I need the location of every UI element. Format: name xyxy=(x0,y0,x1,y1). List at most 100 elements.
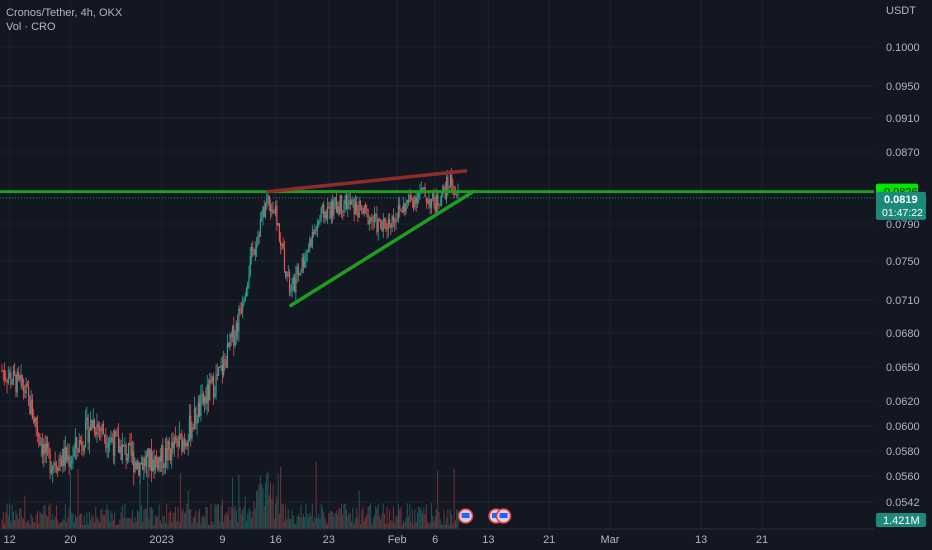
volume-bar xyxy=(285,504,287,529)
candle-body xyxy=(318,221,320,224)
volume-bar xyxy=(228,506,230,529)
volume-bar xyxy=(365,517,367,529)
volume-bar xyxy=(438,511,440,529)
candle-body xyxy=(333,201,335,216)
volume-bar xyxy=(377,504,379,529)
volume-bar xyxy=(178,522,180,529)
volume-bar xyxy=(19,508,21,529)
volume-bar xyxy=(128,518,130,529)
candle-body xyxy=(86,417,88,421)
lower-trendline xyxy=(289,189,475,308)
candle-body xyxy=(385,220,387,229)
candle-body xyxy=(214,393,216,397)
volume-bar xyxy=(415,521,417,529)
candle-body xyxy=(429,199,431,208)
volume-bar xyxy=(33,521,35,529)
candle-body xyxy=(278,223,280,241)
candle-body xyxy=(421,188,424,190)
volume-bar xyxy=(10,521,12,529)
volume-bar xyxy=(213,524,215,529)
candle-body xyxy=(183,439,185,446)
candle-body xyxy=(291,284,293,292)
volume-bar xyxy=(196,523,198,529)
symbol-title[interactable]: Cronos/Tether, 4h, OKX xyxy=(6,7,123,19)
candle-body xyxy=(401,210,403,212)
volume-bar xyxy=(376,508,378,529)
volume-bar xyxy=(392,506,394,529)
volume-bar xyxy=(26,521,28,529)
candle-body xyxy=(443,186,445,189)
volume-bar xyxy=(102,515,104,529)
candle-body xyxy=(338,206,340,215)
candle-body xyxy=(3,371,6,378)
candle-body xyxy=(299,273,301,275)
volume-bar xyxy=(50,520,52,529)
volume-bar xyxy=(327,524,329,529)
candle-body xyxy=(326,207,329,219)
candle-body xyxy=(358,201,360,218)
candle-body xyxy=(6,380,8,383)
volume-bar xyxy=(309,512,311,529)
price-axis-tick-label: 0.0910 xyxy=(886,113,920,125)
volume-bar xyxy=(441,524,443,529)
volume-bar xyxy=(314,516,316,529)
volume-bar xyxy=(150,507,152,529)
volume-bar xyxy=(21,517,23,529)
volume-bar xyxy=(67,517,69,529)
volume-bar xyxy=(188,509,190,529)
candle-body xyxy=(47,443,49,448)
volume-bar xyxy=(321,507,323,529)
candle-body xyxy=(177,441,179,447)
candle-body xyxy=(415,197,417,204)
candle-body xyxy=(14,370,16,375)
volume-bar xyxy=(191,522,193,529)
candle-body xyxy=(387,219,389,230)
volume-bar xyxy=(273,519,275,529)
candle-body xyxy=(304,260,306,267)
time-axis-tick-label: 9 xyxy=(219,534,225,546)
candle-body xyxy=(67,455,69,461)
volume-bar xyxy=(101,508,103,529)
candle-body xyxy=(256,244,258,249)
volume-bar xyxy=(248,508,250,529)
volume-bar xyxy=(144,508,146,529)
candle-body xyxy=(416,198,419,204)
candle-body xyxy=(166,447,168,461)
candle-body xyxy=(354,201,356,215)
volume-bar xyxy=(316,518,318,529)
volume-indicator-label[interactable]: Vol · CRO xyxy=(6,21,56,33)
candle-body xyxy=(202,393,204,404)
volume-bar xyxy=(172,512,174,529)
candle-body xyxy=(139,462,141,476)
volume-bar xyxy=(209,524,211,529)
candle-body xyxy=(219,367,221,369)
candle-body xyxy=(427,201,429,204)
candle-body xyxy=(315,229,317,231)
candle-body xyxy=(271,209,273,212)
candle-body xyxy=(446,176,448,198)
volume-bar xyxy=(88,511,90,529)
candle-body xyxy=(83,446,85,451)
candle-body xyxy=(29,395,31,414)
volume-bar xyxy=(271,499,273,529)
candle-body xyxy=(325,211,327,219)
volume-bar xyxy=(12,511,14,529)
candle-body xyxy=(148,448,150,468)
candle-body xyxy=(125,444,127,461)
candle-body xyxy=(244,295,246,301)
candle-body xyxy=(172,442,174,449)
candle-body xyxy=(334,196,336,202)
candle-body xyxy=(121,444,123,461)
candle-body xyxy=(150,449,153,472)
time-axis-tick-label: 23 xyxy=(323,534,335,546)
volume-bar xyxy=(357,517,359,529)
candle-body xyxy=(207,384,210,400)
candle-body xyxy=(130,442,132,456)
candle-body xyxy=(349,200,351,205)
volume-bar xyxy=(439,519,441,529)
volume-bar xyxy=(48,505,50,529)
candle-body xyxy=(224,359,226,361)
volume-bar xyxy=(363,520,365,529)
candle-body xyxy=(196,422,198,424)
